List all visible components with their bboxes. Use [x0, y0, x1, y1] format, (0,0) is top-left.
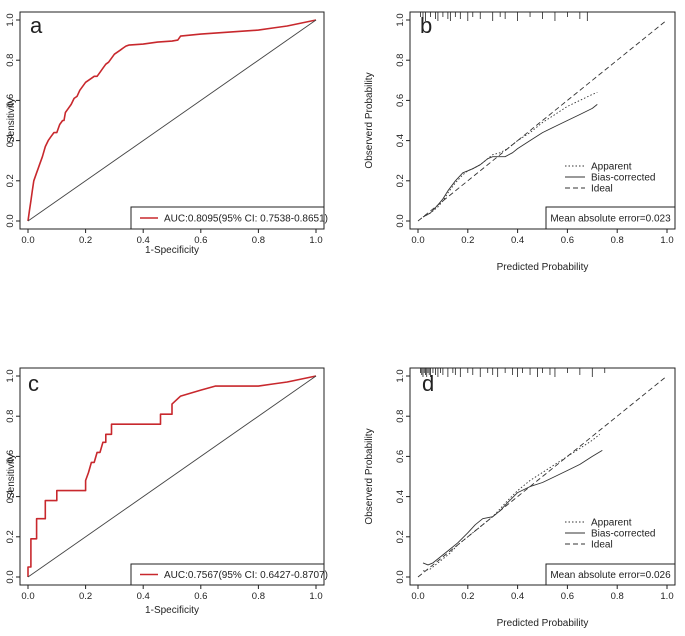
y-tick-label: 0.0: [5, 570, 16, 583]
y-tick-label: 0.6: [5, 94, 16, 107]
y-axis-label: Sensitivity: [6, 454, 17, 499]
series-bias-corrected: [422, 104, 598, 218]
y-tick-label: 0.2: [5, 174, 16, 187]
x-axis-label: Predicted Probability: [497, 262, 589, 273]
y-tick-label: 0.4: [395, 490, 406, 503]
x-axis-label: 1-Specificity: [145, 605, 199, 616]
x-tick-label: 0.4: [137, 591, 150, 602]
x-tick-label: 1.0: [309, 235, 322, 246]
y-tick-label: 0.6: [395, 450, 406, 463]
x-tick-label: 1.0: [660, 235, 673, 246]
panel-letter: c: [28, 371, 39, 396]
y-axis-label: Observerd Probability: [364, 72, 375, 168]
x-tick-label: 0.2: [79, 591, 92, 602]
panel-b: 0.0 0.2 0.4 0.6 0.8 1.0 0.0 0.2 0.4 0.6 0.8 1.0 Pred…: [364, 11, 676, 273]
y-tick-label: 0.8: [395, 410, 406, 423]
x-tick-label: 0.4: [511, 591, 524, 602]
y-tick-label: 1.0: [395, 369, 406, 382]
legend-label: Bias-corrected: [591, 173, 655, 184]
y-tick-label: 0.6: [395, 94, 406, 107]
panel-d: 0.0 0.2 0.4 0.6 0.8 1.0 0.0 0.2 0.4 0.6 0.8 1.0 Pred…: [364, 367, 676, 629]
mean-absolute-error: Mean absolute error=0.026: [550, 570, 671, 581]
y-tick-label: 0.0: [5, 214, 16, 227]
x-tick-label: 1.0: [309, 591, 322, 602]
series-roc: [27, 375, 317, 577]
y-tick-label: 0.0: [395, 570, 406, 583]
series-roc: [27, 19, 317, 222]
series-apparent: [422, 91, 598, 218]
legend-box: [545, 563, 676, 586]
x-tick-label: 0.4: [137, 235, 150, 246]
x-tick-label: 0.0: [21, 235, 34, 246]
y-tick-label: 0.0: [395, 214, 406, 227]
panel-letter: a: [30, 13, 43, 38]
legend-box: [130, 206, 325, 230]
x-tick-label: 0.6: [194, 591, 207, 602]
y-tick-label: 1.0: [395, 13, 406, 26]
x-tick-label: 0.0: [411, 591, 424, 602]
legend-label: AUC:0.7567(95% CI: 0.6427-0.8707): [164, 570, 328, 581]
y-axis-label: Sensitivity: [6, 98, 17, 143]
x-tick-label: 0.0: [411, 235, 424, 246]
y-tick-label: 0.8: [5, 54, 16, 67]
y-tick-label: 0.4: [395, 134, 406, 147]
x-tick-label: 0.6: [561, 591, 574, 602]
y-tick-label: 1.0: [5, 13, 16, 26]
legend-label: Apparent: [591, 162, 632, 173]
legend-label: AUC:0.8095(95% CI: 0.7538-0.8651): [164, 214, 328, 225]
panel-letter: d: [422, 371, 434, 396]
y-tick-label: 0.8: [5, 410, 16, 423]
series-ideal: [417, 375, 668, 578]
x-tick-label: 0.8: [252, 591, 265, 602]
y-tick-label: 1.0: [5, 369, 16, 382]
y-tick-label: 0.2: [395, 530, 406, 543]
x-tick-label: 1.0: [660, 591, 673, 602]
mean-absolute-error: Mean absolute error=0.023: [550, 214, 671, 225]
x-tick-label: 0.8: [252, 235, 265, 246]
legend-box: [130, 563, 325, 586]
panel-letter: b: [420, 13, 432, 38]
legend-label: Ideal: [591, 540, 613, 551]
x-tick-label: 0.2: [79, 235, 92, 246]
y-tick-label: 0.4: [5, 134, 16, 147]
series-apparent: [422, 433, 601, 572]
legend-label: Bias-corrected: [591, 529, 655, 540]
series-bias-corrected: [422, 450, 603, 566]
x-tick-label: 0.2: [461, 235, 474, 246]
x-axis-label: Predicted Probability: [497, 618, 589, 629]
panel-a: 0.0 0.2 0.4 0.6 0.8 1.0 0.0 0.2 0.4 0.6 0.8 1.0 1-Sp…: [5, 11, 328, 256]
y-tick-label: 0.2: [395, 174, 406, 187]
legend-label: Ideal: [591, 184, 613, 195]
x-tick-label: 0.0: [21, 591, 34, 602]
y-tick-label: 0.4: [5, 490, 16, 503]
y-tick-label: 0.2: [5, 530, 16, 543]
series-ideal: [417, 19, 668, 222]
y-tick-label: 0.8: [395, 54, 406, 67]
y-tick-label: 0.6: [5, 450, 16, 463]
x-tick-label: 0.8: [611, 591, 624, 602]
x-tick-label: 0.8: [611, 235, 624, 246]
series-reference: [27, 19, 317, 222]
panel-c: 0.0 0.2 0.4 0.6 0.8 1.0 0.0 0.2 0.4 0.6 0.8 1.0 1-Sp…: [5, 367, 328, 616]
x-axis-label: 1-Specificity: [145, 245, 199, 256]
legend-box: [545, 206, 676, 230]
series-reference: [27, 375, 317, 578]
x-tick-label: 0.6: [561, 235, 574, 246]
x-tick-label: 0.4: [511, 235, 524, 246]
x-tick-label: 0.2: [461, 591, 474, 602]
x-tick-label: 0.6: [194, 235, 207, 246]
legend-label: Apparent: [591, 518, 632, 529]
y-axis-label: Observerd Probability: [364, 428, 375, 524]
